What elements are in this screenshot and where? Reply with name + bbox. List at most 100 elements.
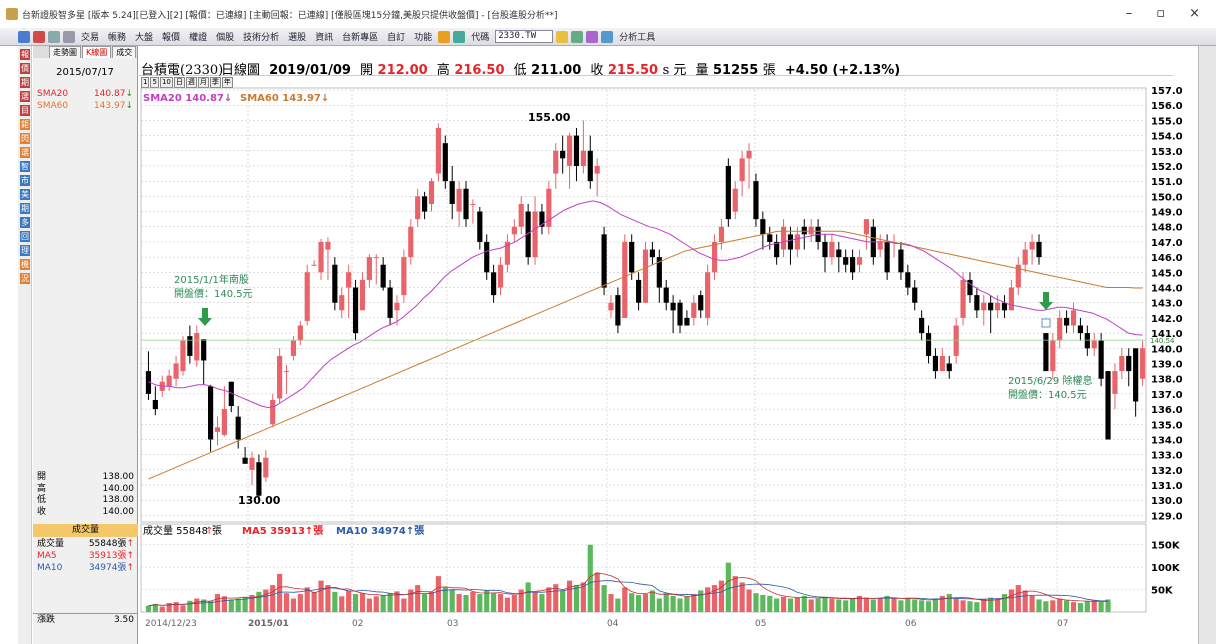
back-icon[interactable] (33, 30, 45, 43)
left-strip-item[interactable]: 報 (20, 49, 30, 60)
volume-bar (449, 589, 455, 612)
ex-dividend-marker-icon (1041, 318, 1051, 328)
menu-info[interactable]: 資訊 (315, 33, 334, 43)
volume-bar (615, 598, 621, 612)
volume-bar (401, 598, 407, 612)
left-strip-item[interactable]: 價 (20, 63, 30, 74)
volume-bar (587, 544, 593, 612)
tool-icon[interactable] (586, 30, 599, 43)
left-strip-item[interactable]: 閃 (20, 133, 30, 144)
volume-bar (152, 603, 158, 612)
candle-body (166, 375, 172, 387)
menu-taishin[interactable]: 台新專區 (342, 33, 379, 43)
candle-body (1126, 355, 1132, 372)
menu-market[interactable]: 大盤 (135, 33, 154, 43)
candle-body (829, 241, 835, 258)
volume-bar (960, 600, 966, 612)
menu-quote[interactable]: 報價 (162, 33, 181, 43)
period-button[interactable]: 日 (173, 77, 185, 88)
candle-body (235, 416, 241, 440)
candle-body (1022, 249, 1028, 265)
menu-function[interactable]: 功能 (414, 33, 433, 43)
candle-body (318, 241, 324, 273)
left-strip-item[interactable]: 理 (20, 245, 30, 256)
volume-bar (856, 595, 863, 612)
cursor-icon[interactable] (601, 30, 614, 43)
candle-body (739, 158, 745, 182)
volume-bar (173, 602, 179, 612)
left-strip-item[interactable]: 目 (20, 105, 30, 116)
period-button[interactable]: 10 (159, 77, 173, 88)
left-strip-item[interactable]: 回 (20, 231, 30, 242)
analysis-tools-menu[interactable]: 分析工具 (619, 33, 656, 43)
y-tick-label: 137.0 (1151, 390, 1183, 401)
left-strip-item[interactable]: 期 (20, 203, 30, 214)
menu-account[interactable]: 帳務 (108, 33, 127, 43)
volume-bar (221, 596, 227, 612)
left-strip-item[interactable]: 市 (20, 175, 30, 186)
stock-code-input[interactable]: 2330.TW (495, 30, 554, 43)
volume-bar (145, 605, 152, 612)
period-button[interactable]: 月 (197, 77, 209, 88)
left-strip-item[interactable]: 期 (20, 77, 30, 88)
volume-bar (1022, 590, 1028, 612)
left-strip-item[interactable]: 智 (20, 161, 30, 172)
home-icon[interactable] (18, 30, 30, 43)
volume-bar (387, 593, 393, 612)
left-strip-item[interactable]: 鉅 (20, 119, 30, 130)
left-strip-item[interactable]: 選 (20, 91, 30, 102)
menu-warrant[interactable]: 權證 (189, 33, 208, 43)
close-button[interactable]: × (1189, 6, 1200, 21)
volume-bar (359, 593, 366, 612)
volume-bar (974, 602, 980, 612)
tab-kline[interactable]: K線圖 (82, 46, 112, 58)
left-strip-item[interactable]: 多 (20, 217, 30, 228)
candle-body (925, 333, 932, 356)
volume-bar (560, 590, 566, 612)
y-tick-label: 140.0 (1151, 344, 1183, 355)
search-icon[interactable] (556, 30, 569, 43)
left-strip-item[interactable]: 機 (20, 259, 30, 270)
forward-icon[interactable] (48, 30, 60, 43)
volume-bar (705, 587, 711, 612)
menu-trade[interactable]: 交易 (81, 33, 100, 43)
volume-bar (919, 600, 925, 612)
y-tick-label: 131.0 (1151, 481, 1183, 492)
pen-icon[interactable] (438, 30, 451, 43)
vol-ma10-row: MA10 34974張↑ (37, 563, 134, 573)
right-scrollbar[interactable] (1198, 46, 1216, 644)
menu-custom[interactable]: 自訂 (387, 33, 406, 43)
tab-trades[interactable]: 成交 (112, 46, 137, 58)
period-button[interactable]: 5 (150, 77, 159, 88)
volume-bar (463, 594, 469, 612)
y-tick-label: 148.0 (1151, 223, 1183, 234)
candle-body (228, 381, 234, 407)
volume-bar (836, 599, 842, 612)
menu-stock[interactable]: 個股 (216, 33, 235, 43)
tab-intraday[interactable]: 走勢圖 (49, 46, 81, 58)
minimize-button[interactable]: – (1125, 6, 1133, 21)
candle-body (725, 165, 731, 220)
refresh-icon[interactable] (571, 30, 584, 43)
period-button[interactable]: 季 (209, 77, 221, 88)
candle-body (636, 279, 642, 303)
legend-sma60: SMA60 143.97↓ (240, 93, 329, 104)
volume-bar (422, 594, 428, 612)
volume-bar (601, 585, 607, 612)
restore-button[interactable]: ▫ (1156, 6, 1166, 21)
print-icon[interactable] (63, 30, 75, 43)
left-strip-item[interactable]: 選 (20, 147, 30, 158)
left-strip-item[interactable]: 況 (20, 273, 30, 284)
candle-body (270, 399, 276, 425)
save-icon[interactable] (453, 30, 466, 43)
menu-technical[interactable]: 技術分析 (243, 33, 280, 43)
period-button[interactable]: 年 (221, 77, 233, 88)
period-button[interactable]: 1 (141, 77, 150, 88)
candle-body (539, 211, 545, 227)
left-strip-item[interactable]: 美 (20, 189, 30, 200)
volume-bar (753, 593, 759, 612)
period-button[interactable]: 週 (185, 77, 197, 88)
candle-body (256, 462, 262, 496)
menu-screener[interactable]: 選股 (288, 33, 307, 43)
